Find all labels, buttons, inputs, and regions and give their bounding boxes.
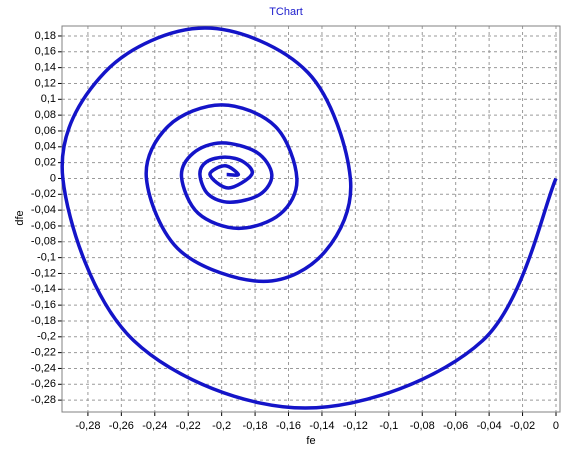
x-tick-label: -0,24 <box>142 420 167 432</box>
y-tick-label: 0,08 <box>35 109 56 121</box>
x-tick-label: -0,04 <box>477 420 502 432</box>
y-tick-label: 0,14 <box>35 62 56 74</box>
y-tick-label: 0 <box>50 172 56 184</box>
y-tick-label: -0,26 <box>31 378 56 390</box>
x-tick-label: -0,18 <box>243 420 268 432</box>
y-tick-label: -0,24 <box>31 362 56 374</box>
x-tick-label: -0,2 <box>212 420 231 432</box>
x-tick-label: -0,26 <box>109 420 134 432</box>
y-tick-label: -0,04 <box>31 204 56 216</box>
x-tick-label: -0,08 <box>410 420 435 432</box>
chart-title: TChart <box>269 6 303 18</box>
y-tick-label: -0,22 <box>31 347 56 359</box>
y-tick-label: 0,02 <box>35 157 56 169</box>
x-axis-label: fe <box>306 435 315 447</box>
y-tick-label: -0,08 <box>31 236 56 248</box>
y-tick-label: -0,02 <box>31 188 56 200</box>
y-tick-label: -0,1 <box>37 252 56 264</box>
x-tick-label: -0,16 <box>276 420 301 432</box>
x-tick-label: -0,1 <box>379 420 398 432</box>
y-tick-label: -0,18 <box>31 315 56 327</box>
y-tick-label: 0,06 <box>35 125 56 137</box>
x-tick-label: -0,06 <box>443 420 468 432</box>
x-tick-label: -0,14 <box>309 420 334 432</box>
y-tick-label: 0,18 <box>35 30 56 42</box>
plot-frame <box>61 25 561 413</box>
x-tick-label: 0 <box>553 420 559 432</box>
y-tick-label: 0,12 <box>35 77 56 89</box>
y-axis-label: dfe <box>14 210 26 225</box>
y-tick-label: 0,1 <box>41 93 56 105</box>
x-tick-label: -0,22 <box>176 420 201 432</box>
y-tick-label: -0,16 <box>31 299 56 311</box>
spiral-line <box>60 26 558 410</box>
y-tick-label: 0,04 <box>35 141 56 153</box>
x-tick-label: -0,28 <box>75 420 100 432</box>
y-tick-label: -0,06 <box>31 220 56 232</box>
y-tick-label: -0,14 <box>31 283 56 295</box>
x-tick-label: -0,12 <box>343 420 368 432</box>
y-tick-label: -0,12 <box>31 267 56 279</box>
y-tick-label: -0,28 <box>31 394 56 406</box>
plot-area: -0,28 -0,26 -0,24 -0,22 -0,2 -0,18 -0,16 -0,14-… <box>31 25 561 432</box>
x-tick-label: -0,02 <box>510 420 535 432</box>
y-tick-label: -0,2 <box>37 331 56 343</box>
y-tick-label: 0,16 <box>35 46 56 58</box>
